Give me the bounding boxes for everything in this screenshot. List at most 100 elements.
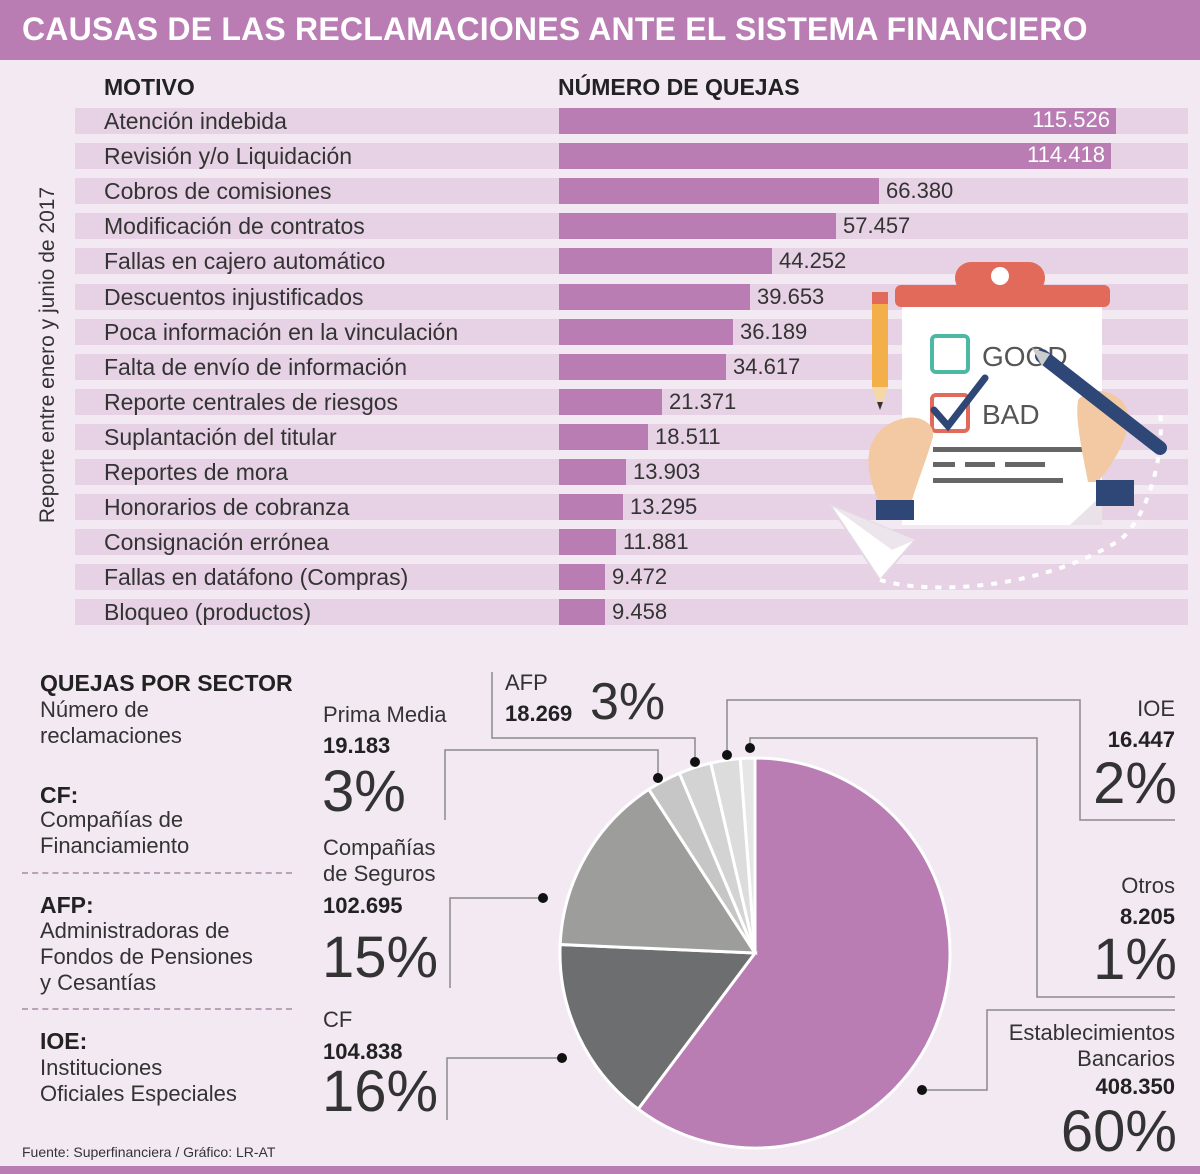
paper-plane-icon <box>827 502 917 582</box>
bar-value-label: 13.903 <box>633 459 701 484</box>
bar-value-label: 44.252 <box>779 248 847 273</box>
bar-value-label: 114.418 <box>1027 142 1105 167</box>
bar-value-label: 34.617 <box>733 354 801 379</box>
leader-dot-cf <box>557 1053 567 1063</box>
sector-subtitle-2: reclamaciones <box>40 723 182 748</box>
bar-category-label: Fallas en datáfono (Compras) <box>104 564 409 590</box>
pie-label-cf-pct: 16% <box>322 1059 439 1124</box>
pie-label-cf-value: 104.838 <box>323 1039 403 1064</box>
leader-dot-afp <box>690 757 700 767</box>
bar-value-label: 18.511 <box>655 424 721 449</box>
pie-label-ioe-value: 16.447 <box>1107 727 1175 752</box>
pie-label-afp-pct: 3% <box>590 673 666 731</box>
bar-category-label: Reporte centrales de riesgos <box>104 389 399 415</box>
pie-label-prima-name: Prima Media <box>323 702 447 727</box>
leader-line-ioe <box>726 699 1175 821</box>
def-cf-line-2: Financiamiento <box>40 833 190 858</box>
bar-category-label: Poca información en la vinculación <box>104 319 459 345</box>
bar-category-label: Fallas en cajero automático <box>104 248 386 274</box>
hand-left-icon <box>868 417 934 520</box>
bottom-strip <box>0 1166 1200 1174</box>
sector-title: QUEJAS POR SECTOR <box>40 670 293 696</box>
bar-category-label: Honorarios de cobranza <box>104 494 350 520</box>
leader-dot-prima <box>653 773 663 783</box>
leader-line-afp <box>491 672 696 762</box>
bar-value-label: 13.295 <box>630 494 698 519</box>
leader-dot-banks <box>917 1085 927 1095</box>
bar-value-label: 66.380 <box>886 178 954 203</box>
bar <box>559 494 623 520</box>
leader-dot-otros <box>745 743 755 753</box>
leader-dot-ioe <box>722 750 732 760</box>
pie-label-prima-pct: 3% <box>322 759 406 824</box>
page-title: CAUSAS DE LAS RECLAMACIONES ANTE EL SIST… <box>22 11 1088 47</box>
bar-row-background <box>75 564 1188 590</box>
bar-value-label: 36.189 <box>740 319 808 344</box>
pie-label-prima-value: 19.183 <box>323 733 391 758</box>
bar <box>559 248 772 274</box>
def-cf-abbr: CF: <box>40 782 79 808</box>
title-bar <box>0 0 1200 60</box>
bar <box>559 529 616 555</box>
divider <box>22 1008 292 1010</box>
bar <box>559 319 733 345</box>
column-header-quejas: NÚMERO DE QUEJAS <box>558 74 800 100</box>
leader-line-insurance <box>449 897 543 988</box>
bar-row-background <box>75 599 1188 625</box>
bar <box>559 354 726 380</box>
leader-line-cf <box>446 1057 562 1120</box>
bar-category-label: Atención indebida <box>104 108 287 134</box>
pie-label-banks-value: 408.350 <box>1095 1074 1175 1099</box>
pie-label-insurance-value: 102.695 <box>323 893 403 918</box>
bar-value-label: 115.526 <box>1032 107 1110 132</box>
def-ioe-abbr: IOE: <box>40 1028 88 1054</box>
bar-value-label: 39.653 <box>757 284 825 309</box>
divider <box>22 872 292 874</box>
pie-label-otros-value: 8.205 <box>1119 904 1175 929</box>
column-header-motivo: MOTIVO <box>104 74 195 100</box>
bar-value-label: 57.457 <box>843 213 911 238</box>
bar-value-label: 9.458 <box>612 599 668 624</box>
pie-slice-banks <box>636 756 952 1150</box>
bar-value-label: 21.371 <box>669 389 737 414</box>
pie-label-banks-name-1: Establecimientos <box>1008 1020 1175 1045</box>
pie-label-insurance-name-1: Compañías <box>323 835 436 860</box>
bar-category-label: Falta de envío de información <box>104 354 408 380</box>
pie-label-insurance-pct: 15% <box>322 925 439 990</box>
source-note: Fuente: Superfinanciera / Gráfico: LR-AT <box>22 1144 276 1160</box>
bad-label: BAD <box>982 399 1040 430</box>
leader-line-otros <box>749 737 1175 998</box>
def-afp-abbr: AFP: <box>40 892 94 918</box>
bar-value-label: 9.472 <box>612 564 668 589</box>
bar <box>559 143 1111 169</box>
def-afp-line-1: Administradoras de <box>40 918 230 943</box>
bar-category-label: Bloqueo (productos) <box>104 599 312 625</box>
pie-label-ioe-pct: 2% <box>1093 751 1177 816</box>
bar-category-label: Reportes de mora <box>104 459 289 485</box>
def-afp-line-3: y Cesantías <box>40 970 157 995</box>
bar-category-label: Cobros de comisiones <box>104 178 332 204</box>
pie-label-banks-name-2: Bancarios <box>1077 1046 1175 1071</box>
pie-label-ioe-name: IOE <box>1137 696 1175 721</box>
bar <box>559 599 605 625</box>
bar-category-label: Modificación de contratos <box>104 213 365 239</box>
pie-label-afp-value: 18.269 <box>505 701 573 726</box>
bar <box>559 459 626 485</box>
pie-label-otros-name: Otros <box>1121 873 1175 898</box>
def-ioe-line-2: Oficiales Especiales <box>40 1081 237 1106</box>
bar <box>559 284 750 310</box>
bar <box>559 178 879 204</box>
leader-dot-insurance <box>538 893 548 903</box>
def-afp-line-2: Fondos de Pensiones <box>40 944 253 969</box>
bar-value-label: 11.881 <box>623 529 689 554</box>
bar <box>559 564 605 590</box>
clipboard-illustration: GOOD BAD <box>827 262 1167 590</box>
pie-label-insurance-name-2: de Seguros <box>323 861 436 886</box>
sector-subtitle-1: Número de <box>40 697 149 722</box>
pie-label-afp-name: AFP <box>505 670 548 695</box>
leader-line-prima <box>444 749 659 820</box>
pie-label-otros-pct: 1% <box>1093 927 1177 992</box>
pie-label-banks-pct: 60% <box>1060 1099 1177 1164</box>
fountain-pen-icon <box>1032 348 1167 455</box>
